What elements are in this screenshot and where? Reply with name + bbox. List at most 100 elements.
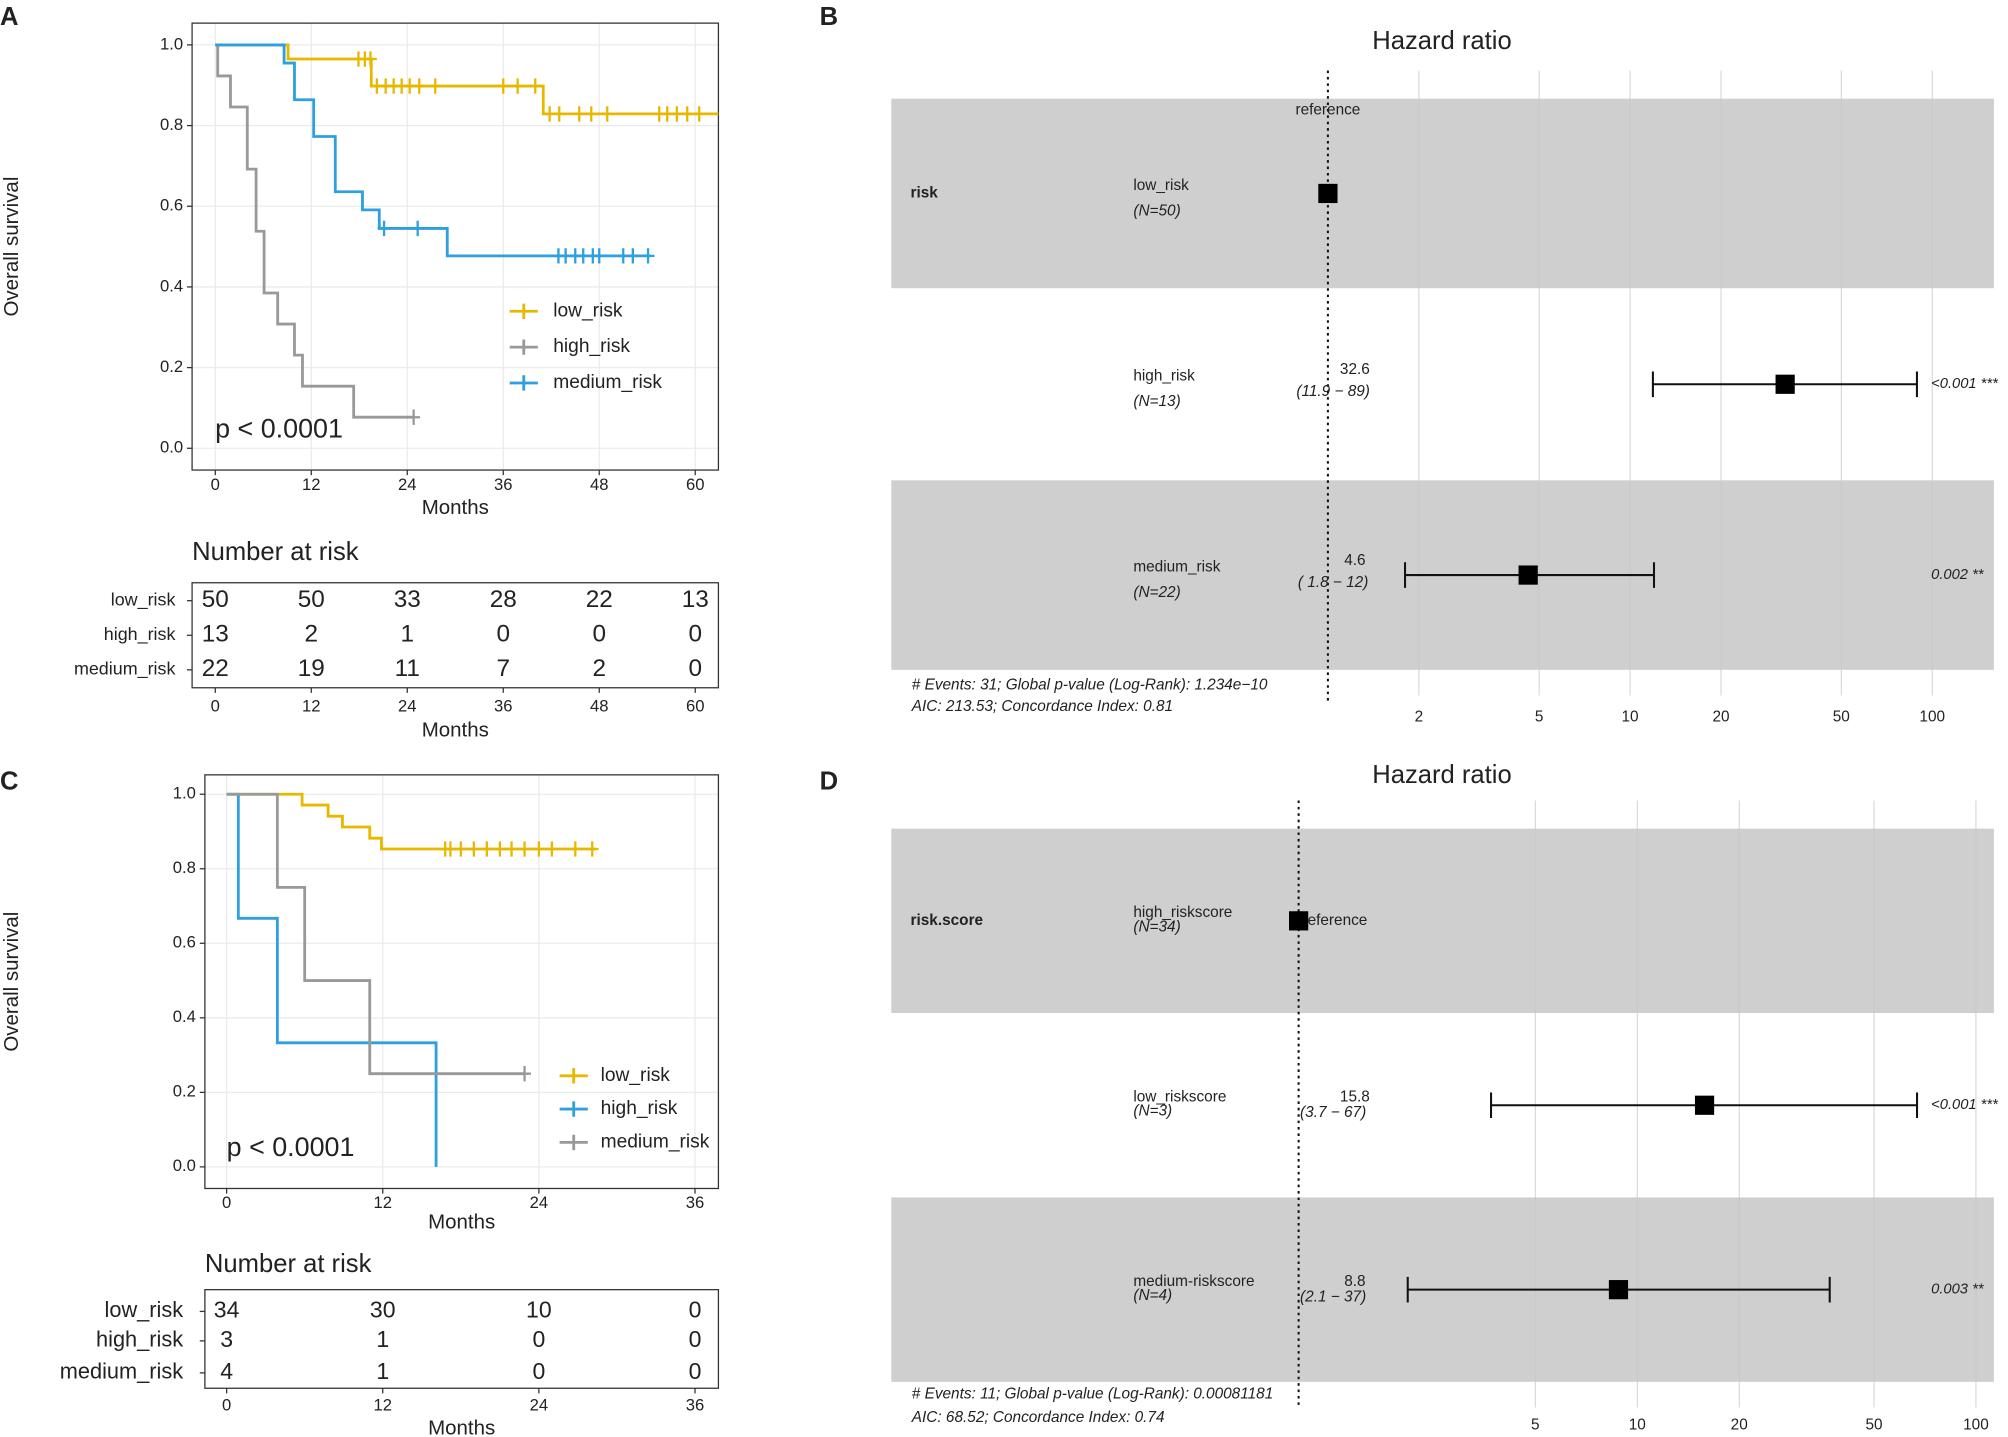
row-n: (N=3) (1133, 1103, 1172, 1120)
censor-mark (412, 78, 426, 94)
x-tick-label: 2 (1415, 708, 1424, 725)
panel-letter: B (820, 3, 839, 31)
row-label: high_riskscore (1133, 904, 1232, 921)
risk-count: 10 (526, 1297, 552, 1323)
x-axis-label: Months (422, 496, 489, 519)
survival-curve (226, 792, 525, 1076)
censor-mark (505, 841, 518, 857)
censor-mark (528, 78, 542, 94)
risk-count: 1 (376, 1326, 389, 1352)
censor-mark (692, 106, 706, 122)
x-tick-label: 50 (1865, 1416, 1882, 1433)
x-tick-label: 24 (530, 1193, 549, 1212)
censor-mark (411, 220, 425, 237)
y-tick-label: 0.2 (160, 357, 183, 376)
x-tick-label: 0 (222, 1396, 231, 1415)
reference-label: reference (1295, 101, 1360, 118)
chart-title: Hazard ratio (1372, 761, 1512, 789)
risk-count: 34 (214, 1297, 240, 1323)
risk-table-title: Number at risk (192, 538, 359, 566)
hr-marker (1289, 911, 1309, 931)
censor-mark (480, 841, 494, 857)
censor-mark (407, 409, 421, 425)
risk-count: 13 (682, 586, 709, 613)
risk-count: 50 (298, 586, 325, 613)
x-tick-label: 24 (398, 696, 417, 715)
risk-row-label: high_risk (104, 624, 176, 645)
y-tick-label: 0.4 (173, 1007, 196, 1026)
risk-count: 0 (592, 621, 606, 648)
y-axis-label: Overall survival (0, 177, 23, 317)
risk-count: 22 (202, 655, 229, 682)
censor-mark (511, 78, 525, 94)
risk-count: 50 (202, 586, 229, 613)
p-label: <0.001 *** (1931, 376, 1999, 392)
ci-label: (3.7 − 67) (1300, 1104, 1366, 1121)
x-tick-label: 0 (211, 696, 220, 715)
risk-row-label: medium_risk (74, 659, 176, 680)
censor-mark (496, 78, 510, 94)
x-axis-label: Months (428, 1417, 495, 1437)
legend-swatch (559, 1068, 588, 1084)
risk-row-label: high_risk (96, 1327, 183, 1352)
y-tick-label: 0.8 (173, 858, 196, 877)
y-tick-label: 0.2 (173, 1082, 196, 1101)
x-tick-label: 20 (1731, 1416, 1748, 1433)
risk-count: 2 (305, 621, 319, 648)
risk-count: 0 (688, 621, 702, 648)
hr-label: 15.8 (1340, 1089, 1370, 1106)
ci-label: (11.9 − 89) (1296, 383, 1370, 400)
x-tick-label: 24 (398, 475, 417, 494)
plot-background (192, 23, 719, 471)
y-tick-label: 0.0 (173, 1156, 196, 1175)
hr-marker (1518, 565, 1538, 585)
risk-count: 0 (532, 1326, 545, 1352)
risk-row-label: medium_risk (60, 1359, 183, 1384)
x-tick-label: 5 (1531, 1416, 1540, 1433)
censor-mark (568, 841, 582, 857)
panel-letter: A (0, 3, 19, 31)
chart-title: Hazard ratio (1372, 27, 1512, 55)
y-tick-label: 0.4 (160, 276, 183, 295)
risk-count: 1 (400, 621, 414, 648)
y-tick-label: 0.6 (173, 933, 196, 952)
risk-count: 0 (688, 655, 702, 682)
x-tick-label: 36 (494, 696, 513, 715)
x-tick-label: 5 (1535, 708, 1544, 725)
x-tick-label: 12 (302, 475, 321, 494)
variable-label: risk.score (911, 912, 984, 929)
legend-label: high_risk (601, 1098, 678, 1119)
x-tick-label: 24 (530, 1396, 549, 1415)
survival-curve (226, 792, 597, 851)
row-label: medium-riskscore (1133, 1273, 1254, 1290)
hr-marker (1694, 1095, 1715, 1115)
x-tick-label: 50 (1833, 708, 1850, 725)
legend-swatch (509, 339, 538, 355)
footer-note: # Events: 11; Global p-value (Log-Rank):… (912, 1386, 1273, 1403)
legend-label: medium_risk (553, 372, 662, 393)
row-n: (N=4) (1133, 1287, 1172, 1304)
risk-table-title: Number at risk (205, 1250, 372, 1278)
x-tick-label: 20 (1712, 708, 1729, 725)
risk-count: 13 (202, 621, 229, 648)
x-tick-label: 60 (686, 475, 705, 494)
x-tick-label: 100 (1919, 708, 1945, 725)
row-label: low_riskscore (1133, 1089, 1226, 1106)
p-label: 0.002 ** (1931, 567, 1985, 583)
x-tick-label: 10 (1622, 708, 1639, 725)
footer-note: # Events: 31; Global p-value (Log-Rank):… (912, 676, 1268, 693)
survival-curve (215, 43, 414, 419)
ci-label: ( 1.8 − 12) (1298, 574, 1368, 591)
x-tick-label: 36 (494, 475, 513, 494)
x-tick-label: 12 (374, 1396, 393, 1415)
risk-table-border (204, 1289, 720, 1389)
risk-count: 11 (395, 655, 420, 682)
row-n: (N=34) (1133, 918, 1180, 935)
survival-curve (215, 43, 719, 116)
censor-mark (377, 220, 391, 237)
censor-mark (364, 51, 377, 67)
legend-label: medium_risk (601, 1131, 710, 1152)
plot-background (204, 774, 719, 1189)
